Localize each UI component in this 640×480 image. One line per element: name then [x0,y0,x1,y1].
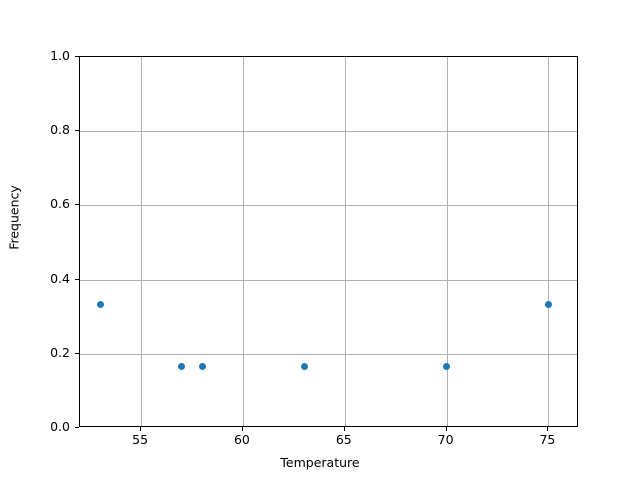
y-tick-mark [75,130,79,132]
y-tick-mark [75,278,79,280]
y-tick-label: 0.6 [50,196,70,212]
y-tick-label: 1.0 [50,48,70,63]
y-tick-mark [75,204,79,206]
y-tick-mark [75,56,79,57]
y-tick-mark [75,352,79,354]
y-tick-label: 0.4 [50,270,70,286]
plot-area [79,56,578,427]
scatter-point [544,300,552,308]
y-tick-label: 0.2 [50,344,70,360]
x-tick-mark [140,427,142,431]
x-tick-label: 65 [335,432,352,447]
x-tick-label: 55 [132,432,149,447]
scatter-point [178,362,186,370]
gridline-vertical [141,57,143,426]
y-tick-label: 0.8 [50,122,70,138]
gridline-vertical [446,57,448,426]
gridline-horizontal [80,279,577,281]
gridline-horizontal [80,353,577,355]
gridline-horizontal [80,131,577,133]
scatter-point [443,362,451,370]
x-tick-label: 60 [233,432,250,447]
y-tick-label: 0.0 [50,419,70,434]
x-tick-mark [445,427,447,431]
x-tick-label: 70 [437,432,454,447]
y-axis-label: Frequency [6,185,22,250]
gridline-vertical [548,57,550,426]
x-tick-label: 75 [539,432,556,447]
x-tick-mark [547,427,549,431]
x-axis-label: Temperature [280,455,360,470]
x-tick-mark [343,427,345,431]
gridline-horizontal [80,205,577,207]
y-tick-mark [75,427,79,428]
scatter-point [198,362,206,370]
gridline-vertical [242,57,244,426]
scatter-point [300,362,308,370]
gridline-vertical [344,57,346,426]
x-tick-mark [241,427,243,431]
scatter-point [96,300,104,308]
